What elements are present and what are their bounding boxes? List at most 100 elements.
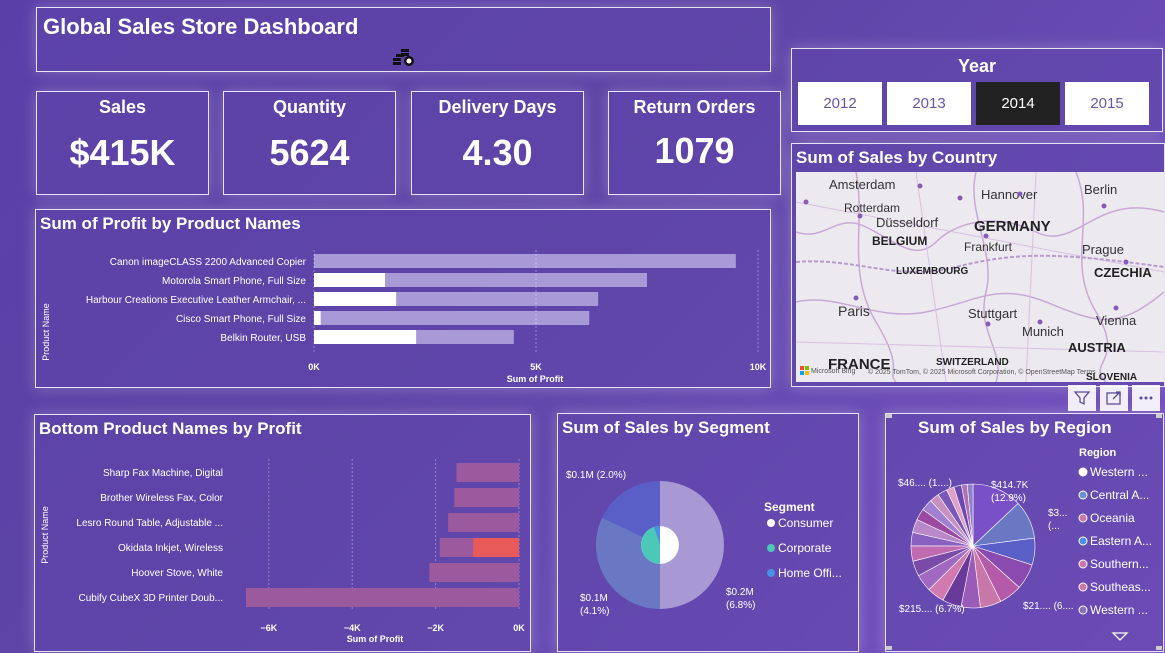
chart-title: Sum of Profit by Product Names (40, 214, 301, 233)
tick-label: 0K (513, 623, 525, 633)
kpi-value: 4.30 (462, 132, 533, 173)
chart-title: Sum of Sales by Segment (562, 418, 770, 437)
legend-marker (1078, 582, 1088, 592)
category-label: Cisco Smart Phone, Full Size (176, 314, 306, 325)
kpi-value: $415K (69, 132, 176, 173)
legend-marker (1078, 513, 1088, 523)
category-label: Canon imageCLASS 2200 Advanced Copier (110, 257, 307, 268)
more-options-icon[interactable] (1132, 385, 1160, 411)
category-label: Lesro Round Table, Adjustable ... (76, 518, 223, 529)
kpi-card-sales[interactable]: Sales $415K (36, 91, 209, 195)
visual-header (1068, 385, 1160, 411)
pie-slice[interactable] (966, 483, 974, 547)
donut-slice[interactable] (596, 517, 660, 609)
bar-highlight[interactable] (314, 330, 417, 344)
tick-label: 0K (308, 362, 320, 372)
scroll-down-icon[interactable] (1111, 632, 1129, 641)
bar[interactable] (314, 254, 736, 268)
tick-label: 10K (750, 362, 767, 372)
category-label: Brother Wireless Fax, Color (100, 493, 223, 504)
kpi-value: 1079 (654, 130, 735, 171)
dashboard-title-panel: Global Sales Store Dashboard (36, 7, 771, 72)
bar[interactable] (448, 513, 519, 532)
kpi-card-quantity[interactable]: Quantity 5624 (223, 91, 396, 195)
map-country-label: SWITZERLAND (936, 357, 1009, 368)
legend-item[interactable]: Eastern A... (1090, 534, 1152, 548)
donut-slice[interactable] (602, 481, 660, 537)
legend-item[interactable]: Southeas... (1090, 580, 1151, 594)
map-country-label: AUSTRIA (1068, 340, 1126, 355)
legend-item[interactable]: Southern... (1090, 557, 1149, 571)
bar-highlight[interactable] (473, 538, 519, 557)
resize-handle[interactable] (886, 414, 892, 418)
legend-item[interactable]: Home Offi... (778, 566, 842, 580)
data-label: $21.... (6.... (1023, 601, 1074, 612)
profit-by-product-panel[interactable]: Sum of Profit by Product Names Product N… (35, 209, 771, 388)
tick-label: −4K (344, 623, 361, 633)
legend-item[interactable]: Oceania (1090, 511, 1135, 525)
chart-title: Sum of Sales by Region (918, 418, 1112, 437)
legend-item[interactable]: Central A... (1090, 488, 1149, 502)
kpi-label: Return Orders (633, 97, 756, 117)
kpi-label: Delivery Days (438, 97, 557, 117)
x-axis-label: Sum of Profit (507, 374, 564, 384)
map-city-label: Vienna (1096, 313, 1137, 328)
year-button-2012[interactable]: 2012 (798, 82, 882, 125)
bar[interactable] (246, 588, 519, 607)
map-city-label: Paris (838, 303, 870, 319)
resize-handle[interactable] (1156, 414, 1162, 418)
bar-highlight[interactable] (314, 311, 321, 325)
map-city-label: Amsterdam (829, 177, 895, 192)
x-axis-label: Sum of Profit (347, 634, 404, 644)
kpi-label: Sales (98, 97, 147, 117)
sales-by-region-panel[interactable]: Sum of Sales by Region Region $414.7K (12… (885, 413, 1164, 652)
focus-mode-icon[interactable] (1100, 385, 1128, 411)
bar-highlight[interactable] (314, 273, 386, 287)
filter-icon[interactable] (1068, 385, 1096, 411)
bar[interactable] (429, 563, 519, 582)
bar[interactable] (314, 273, 647, 287)
kpi-card-delivery-days[interactable]: Delivery Days 4.30 (411, 91, 584, 195)
legend-item[interactable]: Western ... (1090, 603, 1148, 617)
legend-item[interactable]: Western ... (1090, 465, 1148, 479)
resize-handle[interactable] (886, 646, 892, 650)
sales-by-segment-panel[interactable]: Sum of Sales by Segment $0.1M (2.0%) $0.… (557, 413, 859, 652)
sales-by-region-chart[interactable]: Region $414.7K (12.9%) $3... (... $21.... (6… (886, 414, 1162, 650)
map-title: Sum of Sales by Country (796, 148, 998, 167)
coins-icon (393, 49, 414, 66)
sales-by-segment-chart[interactable]: $0.1M (2.0%) $0.1M (4.1%) $0.2M (6.8%) Seg… (558, 414, 857, 650)
category-label: Harbour Creations Executive Leather Armc… (86, 295, 306, 306)
data-label: $3... (... (1048, 508, 1067, 532)
map-city-label: Rotterdam (844, 201, 900, 215)
bar[interactable] (454, 488, 519, 507)
profit-by-product-chart[interactable]: Product Name Sum of Profit Canon imageCL… (36, 210, 769, 386)
year-button-2014[interactable]: 2014 (976, 82, 1060, 125)
kpi-card-return-orders[interactable]: Return Orders 1079 (608, 91, 781, 195)
resize-handle[interactable] (1156, 646, 1162, 650)
year-button-2013[interactable]: 2013 (887, 82, 971, 125)
bar-highlight[interactable] (314, 292, 397, 306)
year-button-2015[interactable]: 2015 (1065, 82, 1149, 125)
year-slicer: Year 2012 2013 2014 2015 (791, 48, 1163, 132)
y-axis-label: Product Name (40, 506, 50, 564)
legend-item[interactable]: Corporate (778, 541, 832, 555)
legend-title: Segment (764, 500, 815, 514)
map-city-label: Hannover (981, 187, 1038, 202)
donut-inner-slice[interactable] (654, 526, 660, 545)
map-city-label: Düsseldorf (876, 215, 939, 230)
bottom-products-panel[interactable]: Bottom Product Names by Profit Product N… (34, 414, 531, 652)
map-attribution: © 2025 TomTom, © 2025 Microsoft Corporat… (868, 368, 1096, 376)
bar[interactable] (456, 463, 519, 482)
legend-marker (1078, 536, 1088, 546)
map-country-label: CZECHIA (1094, 265, 1152, 280)
sales-by-country-map-panel[interactable]: Sum of Sales by Country Amsterdam Hannov… (791, 143, 1165, 387)
legend-marker (1078, 467, 1088, 477)
legend-item[interactable]: Consumer (778, 516, 833, 530)
bar[interactable] (314, 311, 590, 325)
donut-slice[interactable] (660, 481, 724, 609)
map-canvas[interactable]: Amsterdam Hannover Berlin Rotterdam Düss… (796, 172, 1164, 382)
data-label: $0.1M (4.1%) (580, 593, 609, 617)
donut-inner-slice[interactable] (641, 545, 660, 564)
map-city-label: Prague (1082, 242, 1124, 257)
bottom-products-chart[interactable]: Product Name Sum of Profit −6K −4K −2K 0K Sh… (35, 415, 529, 650)
